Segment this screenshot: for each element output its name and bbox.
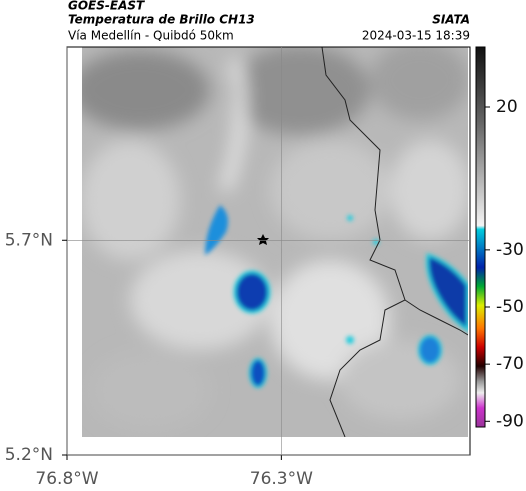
- colorbar-tick-label: -30: [496, 240, 524, 260]
- region: Vía Medellín - Quibdó 50km: [68, 29, 234, 43]
- colorbar: [475, 46, 486, 428]
- colorbar-tick-label: 20: [496, 97, 518, 117]
- source: SIATA: [432, 13, 470, 27]
- satellite: GOES-EAST: [68, 0, 145, 13]
- product: Temperatura de Brillo CH13: [68, 13, 255, 27]
- imagery: [82, 47, 468, 437]
- colorbar-tick-label: -90: [496, 411, 524, 431]
- x-tick-label: 76.8°W: [35, 469, 98, 489]
- x-tick-label: 76.3°W: [250, 469, 313, 489]
- datetime: 2024-03-15 18:39: [362, 29, 470, 43]
- y-tick-label: 5.7°N: [5, 230, 53, 250]
- location-marker: [257, 234, 269, 245]
- colorbar-tick-label: -50: [496, 297, 524, 317]
- y-tick-label: 5.2°N: [5, 445, 53, 465]
- colorbar-tick-label: -70: [496, 354, 524, 374]
